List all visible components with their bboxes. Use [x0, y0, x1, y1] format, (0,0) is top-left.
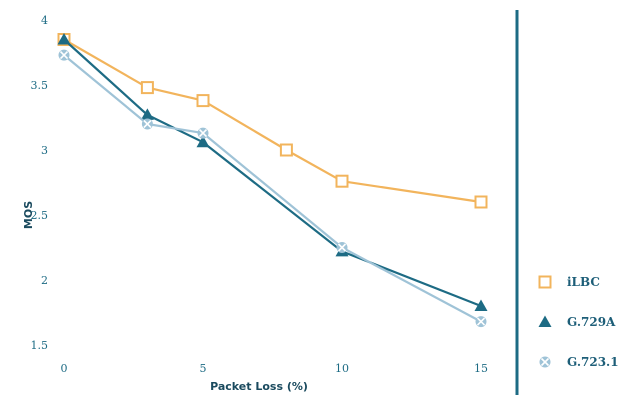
- y-tick-label: 4: [41, 14, 48, 27]
- data-point-g-729a: [196, 135, 210, 148]
- data-point-ilbc: [279, 143, 293, 157]
- x-axis-ticks: 0 5 10 15: [61, 362, 489, 375]
- y-tick-label: 2: [41, 274, 48, 287]
- legend: iLBC G.729A G.723.1: [538, 275, 619, 369]
- y-tick-label: 3: [41, 144, 48, 157]
- series-line-ilbc: [63, 38, 482, 204]
- data-point-g-729a: [140, 108, 154, 120]
- legend-label-ilbc: iLBC: [567, 275, 600, 289]
- data-point-g-723-1: [475, 316, 487, 328]
- x-tick-label: 0: [61, 362, 68, 375]
- data-point-g-729a: [57, 33, 71, 45]
- y-tick-label: 1.5: [31, 339, 49, 352]
- legend-item-g-729a: G.729A: [538, 315, 616, 329]
- data-point-ilbc: [335, 174, 349, 188]
- data-point-g-723-1: [336, 242, 348, 253]
- legend-label-g-723-1: G.723.1: [567, 355, 619, 369]
- data-point-g-723-1: [197, 127, 209, 139]
- data-point-g-723-1: [141, 118, 153, 130]
- legend-item-g-723-1: G.723.1: [539, 355, 619, 369]
- legend-marker-ilbc: [538, 275, 552, 289]
- y-axis-title: MOS: [22, 201, 35, 229]
- y-tick-label: 3.5: [31, 79, 49, 92]
- x-tick-label: 5: [200, 362, 207, 375]
- legend-item-ilbc: iLBC: [538, 275, 600, 289]
- data-point-ilbc: [474, 195, 488, 209]
- data-point-g-723-1: [58, 49, 70, 61]
- series-line-g-729a: [63, 38, 482, 308]
- y-tick-label: 2.5: [31, 209, 49, 222]
- data-point-g-729a: [474, 299, 488, 311]
- legend-marker-g-723-1: [539, 356, 551, 368]
- data-point-ilbc: [196, 94, 210, 108]
- plot-area: [57, 33, 488, 328]
- y-axis-ticks: 1.5 2 2.5 3 3.5 4: [31, 14, 49, 352]
- legend-marker-g-729a: [538, 315, 552, 327]
- x-tick-label: 15: [474, 362, 488, 375]
- x-axis-title: Packet Loss (%): [210, 380, 308, 393]
- legend-label-g-729a: G.729A: [567, 315, 616, 329]
- data-point-ilbc: [140, 81, 154, 95]
- x-tick-label: 10: [335, 362, 349, 375]
